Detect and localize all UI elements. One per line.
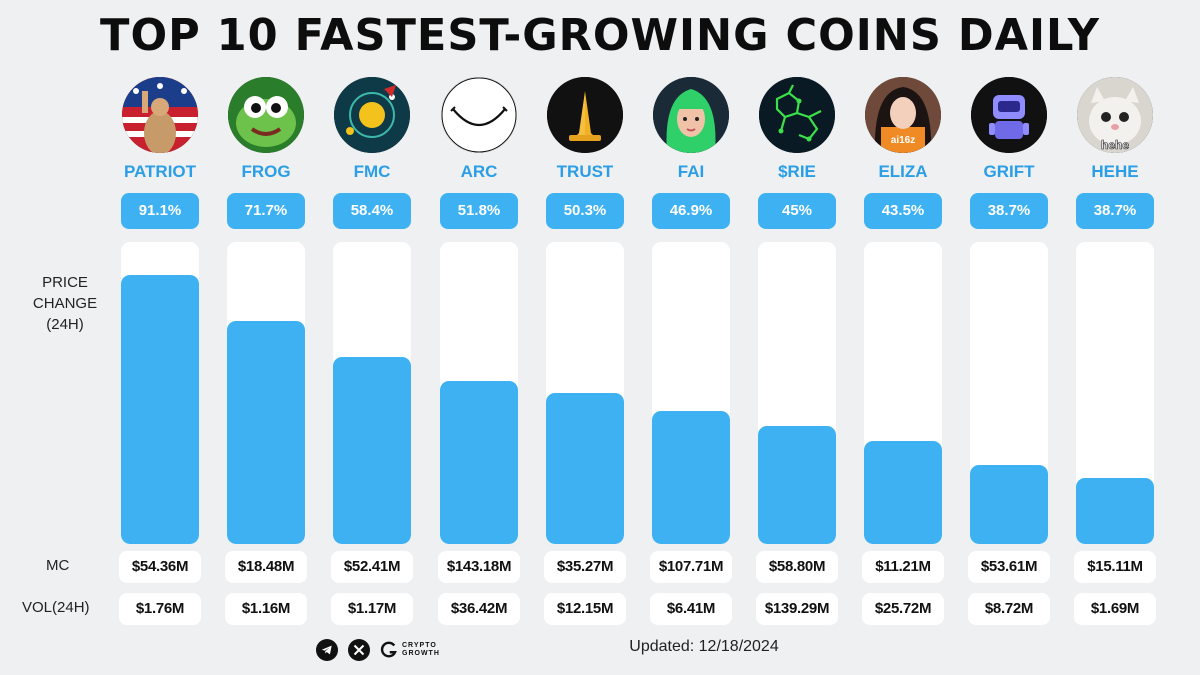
price-change-badge: 43.5% (864, 193, 942, 229)
price-change-bar (970, 465, 1048, 544)
fai-avatar-icon (653, 77, 729, 153)
market-cap-value: $107.71M (650, 551, 732, 583)
coin-name: ELIZA (878, 162, 928, 181)
vol-row-label: VOL(24H) (22, 599, 90, 616)
bar-track (758, 242, 836, 544)
price-change-bar (440, 381, 518, 544)
coin-column: ai16z ELIZA 43.5% $11.21M $25.72M (862, 0, 944, 675)
svg-text:ai16z: ai16z (891, 135, 915, 146)
price-change-badge: 38.7% (970, 193, 1048, 229)
frog-avatar-icon (228, 77, 304, 153)
coin-name: HEHE (1091, 162, 1139, 181)
volume-value: $139.29M (756, 593, 838, 625)
volume-value: $1.17M (331, 593, 413, 625)
market-cap-value: $53.61M (968, 551, 1050, 583)
price-change-badge: 45% (758, 193, 836, 229)
coin-name: $RIE (778, 162, 816, 181)
brand-line: GROWTH (402, 650, 440, 657)
bar-track (1076, 242, 1154, 544)
volume-value: $36.42M (438, 593, 520, 625)
price-change-bar (758, 426, 836, 544)
volume-value: $12.15M (544, 593, 626, 625)
price-change-badge: 50.3% (546, 193, 624, 229)
svg-text:hehe: hehe (1101, 138, 1129, 152)
price-change-badge: 91.1% (121, 193, 199, 229)
mc-row-label: MC (46, 557, 70, 574)
market-cap-value: $11.21M (862, 551, 944, 583)
coin-column: GRIFT 38.7% $53.61M $8.72M (968, 0, 1050, 675)
market-cap-value: $143.18M (438, 551, 520, 583)
updated-date: Updated: 12/18/2024 (629, 638, 779, 655)
rie-avatar-icon (759, 77, 835, 153)
crypto-growth-logo-icon (380, 641, 397, 658)
market-cap-value: $52.41M (331, 551, 413, 583)
bar-track (970, 242, 1048, 544)
coin-name: FAI (677, 162, 705, 181)
crypto-growth-logo: CRYPTO GROWTH (380, 641, 440, 659)
coin-name: PATRIOT (123, 162, 197, 181)
bar-track (121, 242, 199, 544)
bar-track (546, 242, 624, 544)
price-change-badge: 58.4% (333, 193, 411, 229)
volume-value: $1.69M (1074, 593, 1156, 625)
price-change-label-line: CHANGE (32, 295, 98, 312)
coin-column: PATRIOT 91.1% $54.36M $1.76M (119, 0, 201, 675)
coin-column: ARC 51.8% $143.18M $36.42M (438, 0, 520, 675)
brand-line: CRYPTO (402, 642, 437, 649)
bar-track (227, 242, 305, 544)
coin-name: GRIFT (983, 162, 1035, 181)
price-change-label: PRICE CHANGE (24H) (22, 272, 108, 335)
grift-avatar-icon (971, 77, 1047, 153)
price-change-badge: 71.7% (227, 193, 305, 229)
price-change-badge: 51.8% (440, 193, 518, 229)
coin-name: FROG (241, 162, 291, 181)
market-cap-value: $35.27M (544, 551, 626, 583)
coin-name: FMC (353, 162, 391, 181)
market-cap-value: $58.80M (756, 551, 838, 583)
hehe-avatar-icon: hehe (1077, 77, 1153, 153)
price-change-badge: 38.7% (1076, 193, 1154, 229)
price-change-label-line: (24H) (46, 316, 84, 333)
coin-name: ARC (460, 162, 498, 181)
volume-value: $25.72M (862, 593, 944, 625)
bar-track (652, 242, 730, 544)
bar-track (333, 242, 411, 544)
coin-name: TRUST (556, 162, 614, 181)
price-change-bar (546, 393, 624, 544)
volume-value: $6.41M (650, 593, 732, 625)
price-change-badge: 46.9% (652, 193, 730, 229)
coin-column: FMC 58.4% $52.41M $1.17M (331, 0, 413, 675)
price-change-bar (121, 275, 199, 544)
market-cap-value: $15.11M (1074, 551, 1156, 583)
fmc-avatar-icon (334, 77, 410, 153)
market-cap-value: $54.36M (119, 551, 201, 583)
coin-column: FAI 46.9% $107.71M $6.41M (650, 0, 732, 675)
page-title: TOP 10 FASTEST-GROWING COINS DAILY (100, 10, 1100, 61)
price-change-bar (227, 321, 305, 544)
volume-value: $1.16M (225, 593, 307, 625)
telegram-icon[interactable] (316, 639, 338, 661)
volume-value: $8.72M (968, 593, 1050, 625)
volume-value: $1.76M (119, 593, 201, 625)
arc-avatar-icon (441, 77, 517, 153)
x-icon[interactable] (348, 639, 370, 661)
coin-column: hehe HEHE 38.7% $15.11M $1.69M (1074, 0, 1156, 675)
price-change-bar (1076, 478, 1154, 544)
price-change-bar (652, 411, 730, 544)
coin-column: FROG 71.7% $18.48M $1.16M (225, 0, 307, 675)
coin-column: $RIE 45% $58.80M $139.29M (756, 0, 838, 675)
coin-column: TRUST 50.3% $35.27M $12.15M (544, 0, 626, 675)
price-change-label-line: PRICE (42, 274, 88, 291)
bar-track (864, 242, 942, 544)
patriot-avatar-icon (122, 77, 198, 153)
price-change-bar (333, 357, 411, 544)
market-cap-value: $18.48M (225, 551, 307, 583)
footer-social: CRYPTO GROWTH (316, 638, 440, 662)
bar-track (440, 242, 518, 544)
trust-avatar-icon (547, 77, 623, 153)
eliza-avatar-icon: ai16z (865, 77, 941, 153)
price-change-bar (864, 441, 942, 544)
